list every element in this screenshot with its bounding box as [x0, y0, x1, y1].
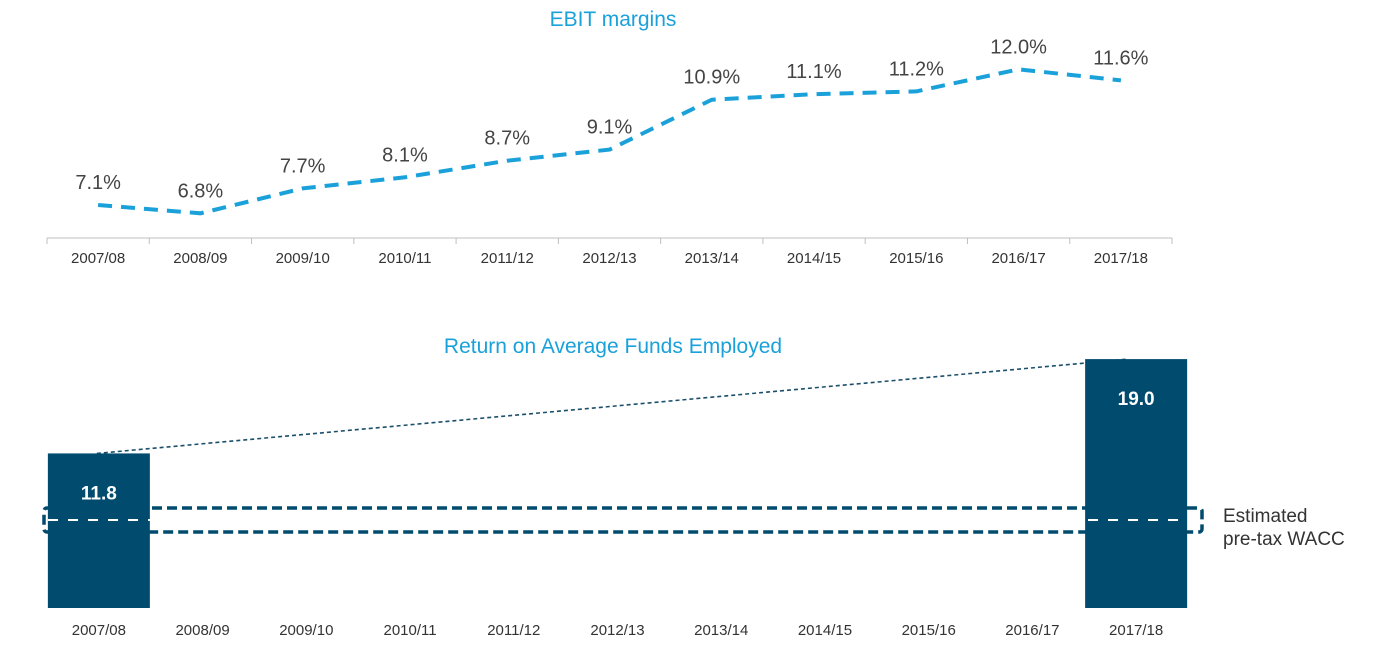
rafe-x-tick-label: 2012/13	[590, 622, 644, 639]
ebit-data-label: 7.7%	[280, 155, 326, 177]
wacc-band	[42, 506, 1204, 534]
ebit-data-label: 8.7%	[484, 128, 530, 150]
ebit-data-label: 10.9%	[683, 67, 740, 89]
rafe-x-tick-label: 2011/12	[487, 622, 540, 639]
ebit-margin-chart: EBIT margins 2007/08 2008/09 2009/10 2010/1…	[46, 8, 1173, 267]
ebit-x-tick-label: 2008/09	[173, 250, 227, 267]
ebit-data-label: 9.1%	[587, 117, 633, 139]
rafe-x-tick-label: 2007/08	[72, 622, 126, 639]
rafe-x-tick-label: 2014/15	[798, 622, 852, 639]
ebit-x-tick-label: 2010/11	[378, 250, 431, 267]
ebit-data-label: 11.2%	[889, 58, 944, 80]
rafe-x-tick-label: 2013/14	[694, 622, 748, 639]
ebit-data-label: 8.1%	[382, 144, 428, 166]
ebit-series-line	[97, 67, 1122, 216]
ebit-x-tick-label: 2017/18	[1094, 250, 1148, 267]
rafe-x-tick-label: 2015/16	[902, 622, 956, 639]
rafe-trend-line	[96, 358, 1129, 455]
ebit-x-tick-label: 2012/13	[582, 250, 636, 267]
ebit-x-tick-label: 2013/14	[685, 250, 739, 267]
ebit-x-tick-label: 2009/10	[276, 250, 330, 267]
rafe-bar	[1085, 359, 1188, 608]
ebit-x-tick-label: 2007/08	[71, 250, 125, 267]
rafe-chart-title: Return on Average Funds Employed	[444, 335, 782, 358]
ebit-x-tick-label: 2016/17	[991, 250, 1045, 267]
ebit-x-tick-label: 2015/16	[889, 250, 943, 267]
ebit-data-label: 12.0%	[990, 36, 1047, 58]
rafe-bar-label: 19.0	[1118, 389, 1155, 410]
ebit-data-label: 6.8%	[178, 180, 224, 202]
rafe-chart: Return on Average Funds Employed 11.8 19.…	[42, 335, 1345, 639]
ebit-data-label: 11.1%	[786, 61, 841, 83]
ebit-data-label: 11.6%	[1093, 47, 1148, 69]
ebit-data-label: 7.1%	[75, 172, 121, 194]
rafe-x-tick-label: 2016/17	[1005, 622, 1059, 639]
wacc-label-line2: pre-tax WACC	[1223, 529, 1345, 550]
rafe-x-tick-label: 2008/09	[175, 622, 229, 639]
ebit-x-tick-label: 2011/12	[481, 250, 534, 267]
rafe-bar-label: 11.8	[81, 483, 117, 504]
rafe-x-tick-label: 2009/10	[279, 622, 333, 639]
wacc-label-line1: Estimated	[1223, 506, 1307, 527]
ebit-chart-title: EBIT margins	[550, 8, 677, 31]
rafe-x-tick-label: 2017/18	[1109, 622, 1163, 639]
rafe-x-tick-label: 2010/11	[383, 622, 436, 639]
ebit-x-tick-label: 2014/15	[787, 250, 841, 267]
